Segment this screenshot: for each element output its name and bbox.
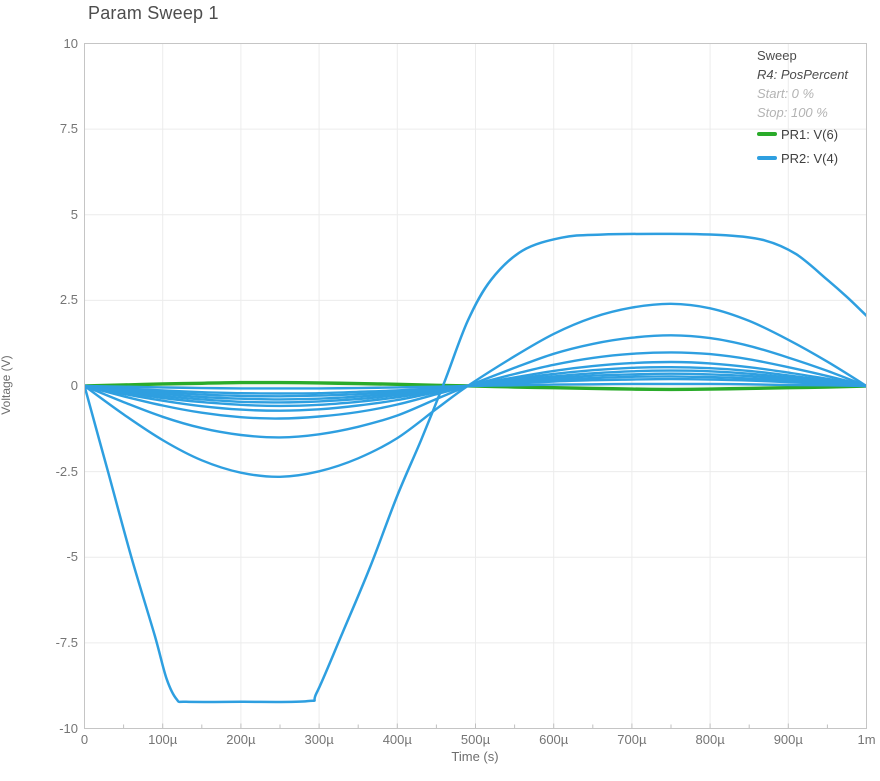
y-tick-label: -7.5: [55, 634, 78, 650]
legend-sweep-stop: Stop: 100 %: [757, 105, 828, 120]
x-tick-label: 300µ: [304, 732, 334, 747]
legend-sweep-title: Sweep: [757, 48, 797, 63]
y-tick-label: 5: [70, 206, 78, 222]
x-tick-label: 900µ: [773, 732, 803, 747]
x-tick-label: 800µ: [695, 732, 725, 747]
pr1-color-swatch: [757, 132, 777, 136]
x-tick-label: 0: [80, 732, 89, 747]
x-tick-label: 500µ: [460, 732, 491, 747]
legend: Sweep R4: PosPercent Start: 0 % Stop: 10…: [757, 46, 848, 170]
y-tick-label: 7.5: [59, 121, 78, 137]
y-tick-label: 2.5: [59, 292, 78, 308]
x-tick-label: 600µ: [539, 732, 569, 747]
y-tick-label: -5: [66, 549, 78, 565]
plot-area[interactable]: [84, 43, 867, 729]
pr2-color-swatch: [757, 156, 777, 160]
x-axis-title: Time (s): [451, 749, 499, 764]
legend-entry-pr2[interactable]: PR2: V(4): [757, 146, 848, 170]
y-tick-label: -10: [59, 720, 78, 736]
x-tick-label: 200µ: [226, 732, 256, 747]
plot-border: [84, 43, 867, 729]
pr2-curve-100%: [84, 232, 867, 704]
pr2-curve-90%: [84, 302, 867, 479]
y-tick-label: 0: [70, 378, 78, 393]
legend-entry-pr1-label: PR1: V(6): [781, 126, 839, 142]
legend-sweep-param: R4: PosPercent: [757, 67, 849, 82]
legend-sweep-start: Start: 0 %: [757, 86, 815, 101]
legend-entry-pr2-label: PR2: V(4): [781, 150, 839, 166]
x-tick-label: 400µ: [382, 732, 412, 747]
x-tick-label: 700µ: [617, 732, 647, 747]
x-tick-label: 1m: [857, 732, 876, 747]
legend-entry-pr1[interactable]: PR1: V(6): [757, 122, 848, 146]
y-tick-label: 10: [63, 35, 78, 51]
x-tick-label: 100µ: [148, 732, 178, 747]
y-tick-label: -2.5: [55, 463, 78, 479]
page-title: Param Sweep 1: [88, 3, 219, 23]
